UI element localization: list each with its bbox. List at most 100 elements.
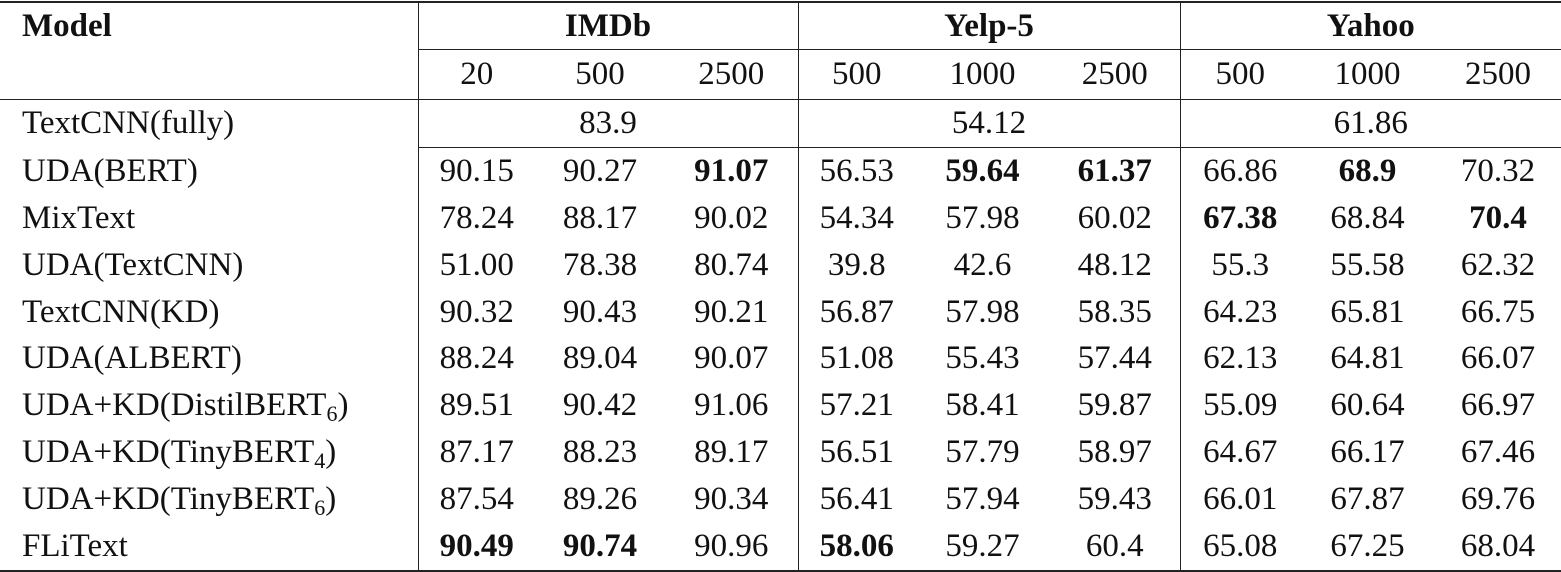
model-name: UDA+KD(DistilBERT6) xyxy=(0,382,418,429)
header-row-sizes: 20 500 2500 500 1000 2500 500 1000 2500 xyxy=(0,49,1561,100)
score-cell: 66.07 xyxy=(1460,340,1536,377)
score-cell: 78.24 xyxy=(417,194,535,242)
table-row: UDA+KD(DistilBERT6) 89.51 90.42 91.06 57.21 5… xyxy=(0,382,1561,430)
score-cell: 87.17 xyxy=(417,429,535,477)
empty-header-cell xyxy=(0,49,418,100)
score-cell: 89.51 xyxy=(417,382,535,430)
size-header: 2500 xyxy=(665,49,798,100)
score-cell: 69.76 xyxy=(1460,481,1536,518)
score-cell: 90.32 xyxy=(417,288,535,336)
score-cell: 64.67 xyxy=(1179,429,1300,477)
model-name: UDA(TextCNN) xyxy=(0,242,418,289)
score-cell: 90.15 xyxy=(417,147,535,195)
score-cell: 64.81 xyxy=(1330,340,1405,377)
best-score-cell: 91.07 xyxy=(694,152,769,189)
score-cell: 56.53 xyxy=(797,147,915,195)
cell-imdb: 83.9 xyxy=(417,99,798,148)
group-header-yahoo: Yahoo xyxy=(1179,1,1561,50)
score-cell: 88.17 xyxy=(562,199,638,236)
score-cell: 55.3 xyxy=(1179,241,1300,289)
score-cell: 60.4 xyxy=(1050,523,1180,572)
score-cell: 90.96 xyxy=(665,523,798,572)
table-row-textcnn-fully: TextCNN(fully) 83.9 54.12 61.86 xyxy=(0,99,1561,148)
model-name-text: TextCNN(KD) xyxy=(22,293,220,330)
model-name-text: UDA+KD(TinyBERT xyxy=(22,481,315,518)
score-cell: 58.35 xyxy=(1077,293,1152,330)
score-cell: 55.09 xyxy=(1179,382,1300,430)
score-cell: 88.23 xyxy=(562,434,638,471)
model-name-text: MixText xyxy=(22,199,136,236)
score-cell: 57.79 xyxy=(945,434,1020,471)
size-header: 500 xyxy=(1179,49,1300,100)
score-cell: 89.26 xyxy=(562,481,638,518)
score-cell: 42.6 xyxy=(953,246,1012,283)
score-cell: 57.94 xyxy=(945,481,1020,518)
best-score-cell: 61.37 xyxy=(1077,152,1152,189)
model-name: UDA(BERT) xyxy=(0,147,418,194)
model-name: UDA+KD(TinyBERT6) xyxy=(0,476,418,523)
size-header: 2500 xyxy=(1050,49,1180,100)
score-cell: 58.97 xyxy=(1077,434,1152,471)
score-cell: 87.54 xyxy=(417,476,535,524)
score-cell: 91.06 xyxy=(694,387,769,424)
best-score-cell: 70.4 xyxy=(1469,199,1527,236)
best-score-cell: 68.9 xyxy=(1338,152,1397,189)
model-name-text: UDA(TextCNN) xyxy=(22,246,244,283)
score-cell: 62.13 xyxy=(1179,335,1300,383)
best-score-cell: 90.49 xyxy=(417,523,535,572)
size-header: 500 xyxy=(535,49,665,100)
model-name-suffix: ) xyxy=(325,481,337,518)
score-cell: 66.86 xyxy=(1179,147,1300,195)
score-cell: 68.84 xyxy=(1330,199,1405,236)
model-name-text: UDA(ALBERT) xyxy=(22,340,242,377)
score-cell: 48.12 xyxy=(1077,246,1152,283)
model-name: UDA+KD(TinyBERT4) xyxy=(0,429,418,476)
score-cell: 66.01 xyxy=(1179,476,1300,524)
score-cell: 90.43 xyxy=(562,293,638,330)
score-cell: 55.58 xyxy=(1330,246,1405,283)
model-name-subscript: 6 xyxy=(326,401,338,427)
table-row: UDA(ALBERT) 88.24 89.04 90.07 51.08 55.43 57.4… xyxy=(0,335,1561,383)
model-name-suffix: ) xyxy=(325,434,337,471)
score-cell: 57.44 xyxy=(1077,340,1152,377)
score-cell: 59.27 xyxy=(915,523,1050,572)
header-row-groups: Model IMDb Yelp-5 Yahoo xyxy=(0,1,1561,50)
score-cell: 51.00 xyxy=(417,241,535,289)
score-cell: 64.23 xyxy=(1179,288,1300,336)
score-cell: 89.17 xyxy=(694,434,769,471)
group-header-yelp5: Yelp-5 xyxy=(797,1,1180,50)
score-cell: 65.81 xyxy=(1330,293,1405,330)
score-cell: 57.98 xyxy=(945,293,1020,330)
score-cell: 39.8 xyxy=(797,241,915,289)
model-name-text: FLiText xyxy=(22,527,128,564)
model-column-header: Model xyxy=(0,1,418,50)
model-name-text: UDA+KD(TinyBERT xyxy=(22,434,315,471)
table-row: UDA(BERT) 90.15 90.27 91.07 56.53 59.64 61.37 6… xyxy=(0,147,1561,195)
score-cell: 67.46 xyxy=(1460,434,1536,471)
score-cell: 55.43 xyxy=(945,340,1020,377)
score-cell: 58.41 xyxy=(945,387,1020,424)
best-score-cell: 58.06 xyxy=(797,523,915,572)
table-row: TextCNN(KD) 90.32 90.43 90.21 56.87 57.98 58.3… xyxy=(0,288,1561,336)
model-name: TextCNN(KD) xyxy=(0,289,418,336)
group-header-imdb: IMDb xyxy=(417,1,798,50)
model-name-subscript: 6 xyxy=(314,495,326,521)
table-row: UDA+KD(TinyBERT4) 87.17 88.23 89.17 56.51 57.… xyxy=(0,429,1561,477)
score-cell: 66.75 xyxy=(1460,293,1536,330)
best-score-cell: 59.64 xyxy=(945,152,1020,189)
score-cell: 90.34 xyxy=(694,481,769,518)
score-cell: 59.87 xyxy=(1077,387,1152,424)
score-cell: 54.34 xyxy=(797,194,915,242)
score-cell: 78.38 xyxy=(562,246,638,283)
score-cell: 80.74 xyxy=(694,246,769,283)
table-row: UDA+KD(TinyBERT6) 87.54 89.26 90.34 56.41 57.… xyxy=(0,476,1561,524)
table-row: FLiText 90.49 90.74 90.96 58.06 59.27 60.4 65.0… xyxy=(0,523,1561,572)
score-cell: 59.43 xyxy=(1077,481,1152,518)
score-cell: 88.24 xyxy=(417,335,535,383)
cell-yelp5: 54.12 xyxy=(797,99,1180,148)
score-cell: 66.17 xyxy=(1330,434,1405,471)
model-name-text: UDA+KD(DistilBERT xyxy=(22,387,327,424)
score-cell: 66.97 xyxy=(1460,387,1536,424)
score-cell: 89.04 xyxy=(562,340,638,377)
